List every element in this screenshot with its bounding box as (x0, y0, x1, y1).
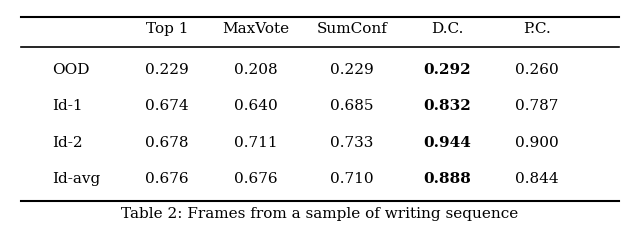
Text: MaxVote: MaxVote (223, 22, 290, 36)
Text: Table 2: Frames from a sample of writing sequence: Table 2: Frames from a sample of writing… (122, 207, 518, 221)
Text: 0.888: 0.888 (424, 172, 472, 186)
Text: SumConf: SumConf (316, 22, 387, 36)
Text: 0.733: 0.733 (330, 136, 374, 150)
Text: D.C.: D.C. (431, 22, 463, 36)
Text: 0.674: 0.674 (145, 99, 189, 113)
Text: 0.640: 0.640 (234, 99, 278, 113)
Text: Top 1: Top 1 (146, 22, 188, 36)
Text: 0.787: 0.787 (515, 99, 558, 113)
Text: 0.676: 0.676 (234, 172, 278, 186)
Text: OOD: OOD (52, 63, 90, 77)
Text: 0.844: 0.844 (515, 172, 559, 186)
Text: Id-2: Id-2 (52, 136, 83, 150)
Text: 0.229: 0.229 (330, 63, 374, 77)
Text: Id-avg: Id-avg (52, 172, 100, 186)
Text: 0.260: 0.260 (515, 63, 559, 77)
Text: P.C.: P.C. (523, 22, 550, 36)
Text: 0.710: 0.710 (330, 172, 374, 186)
Text: 0.676: 0.676 (145, 172, 189, 186)
Text: 0.678: 0.678 (145, 136, 189, 150)
Text: 0.208: 0.208 (234, 63, 278, 77)
Text: 0.944: 0.944 (424, 136, 472, 150)
Text: Id-1: Id-1 (52, 99, 83, 113)
Text: 0.685: 0.685 (330, 99, 374, 113)
Text: 0.832: 0.832 (424, 99, 471, 113)
Text: 0.711: 0.711 (234, 136, 278, 150)
Text: 0.292: 0.292 (424, 63, 471, 77)
Text: 0.229: 0.229 (145, 63, 189, 77)
Text: 0.900: 0.900 (515, 136, 559, 150)
